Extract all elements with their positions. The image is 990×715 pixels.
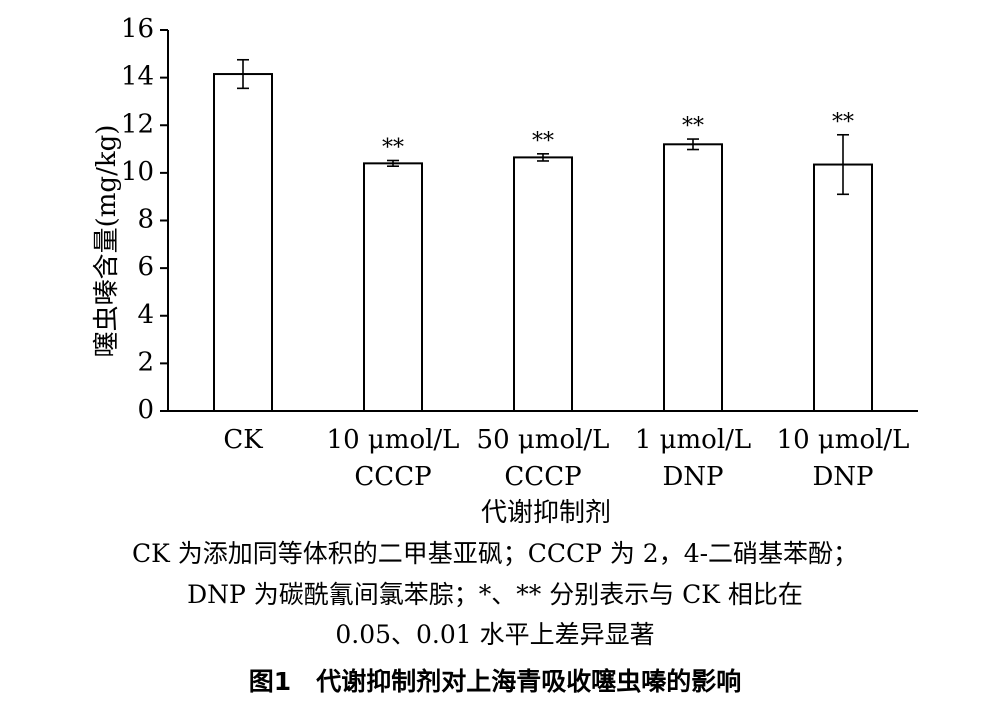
- y-tick-label: 10: [121, 157, 154, 187]
- x-tick-label: 10 μmol/L: [327, 425, 460, 455]
- y-tick-label: 14: [121, 62, 154, 92]
- y-tick-label: 12: [121, 109, 154, 139]
- y-tick-label: 4: [137, 300, 154, 330]
- x-tick-label: CCCP: [504, 462, 581, 492]
- bar: [663, 143, 723, 413]
- significance-label: **: [682, 114, 704, 139]
- x-tick-label: CCCP: [354, 462, 431, 492]
- x-axis-label: 代谢抑制剂: [481, 498, 611, 528]
- figure-caption: 图1 代谢抑制剂对上海青吸收噻虫嗪的影响: [248, 667, 742, 696]
- y-tick-label: 2: [137, 347, 154, 377]
- x-tick-label: DNP: [662, 462, 723, 492]
- x-tick-label: CK: [223, 425, 263, 455]
- note-line-1: CK 为添加同等体积的二甲基亚砜；CCCP 为 2，4-二硝基苯酚；: [131, 539, 859, 568]
- bar: [513, 156, 573, 412]
- significance-label: **: [382, 135, 404, 160]
- x-tick-label: 10 μmol/L: [777, 425, 910, 455]
- bar: [213, 73, 273, 412]
- y-tick-label: 8: [137, 205, 154, 235]
- y-axis-label: 噻虫嗪含量(mg/kg): [92, 125, 122, 358]
- y-tick-label: 16: [121, 14, 154, 44]
- y-tick-label: 6: [137, 252, 154, 282]
- bar: [813, 163, 873, 412]
- bar-chart: 0 2 4 6 8 10 12 14 16 ** ** ** ** CK 10 μmol/L CCCP 50…: [92, 14, 918, 528]
- bar: [363, 162, 423, 412]
- note-line-3: 0.05、0.01 水平上差异显著: [335, 620, 655, 649]
- x-tick-label: 1 μmol/L: [635, 425, 751, 455]
- y-axis: 0 2 4 6 8 10 12 14 16: [121, 14, 918, 425]
- x-tick-label: DNP: [812, 462, 873, 492]
- y-tick-label: 0: [137, 395, 154, 425]
- bars: ** ** ** **: [213, 58, 873, 413]
- x-axis-tick-labels: CK 10 μmol/L CCCP 50 μmol/L CCCP 1 μmol/L DNP 1…: [223, 425, 909, 492]
- significance-label: **: [532, 129, 554, 154]
- note-line-2: DNP 为碳酰氰间氯苯腙；*、** 分别表示与 CK 相比在: [187, 580, 803, 609]
- x-tick-label: 50 μmol/L: [477, 425, 610, 455]
- significance-label: **: [832, 110, 854, 135]
